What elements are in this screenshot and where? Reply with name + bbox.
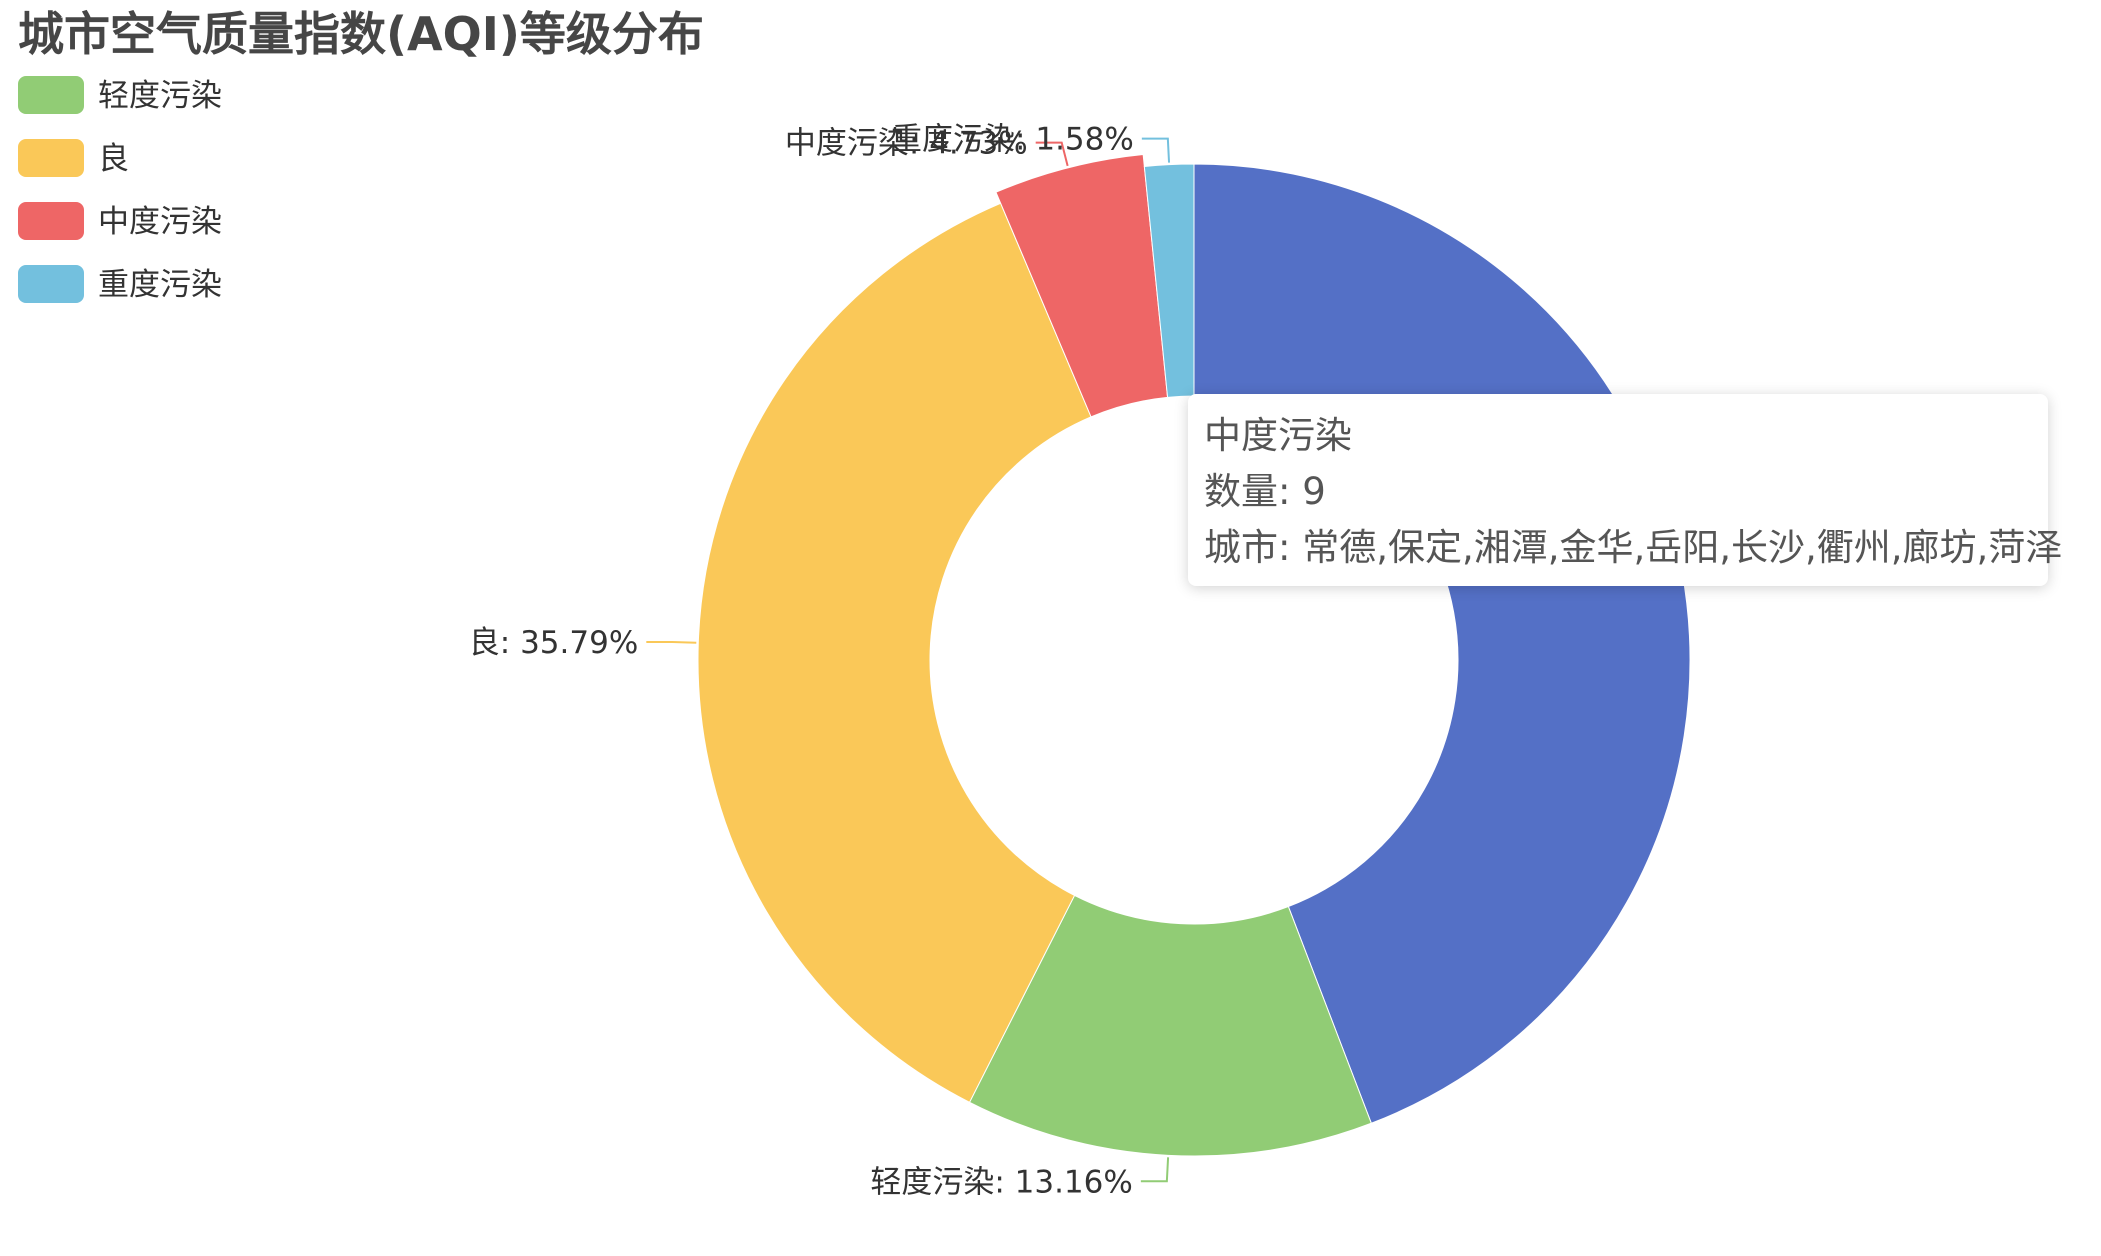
tooltip: 中度污染 数量: 9 城市: 常德,保定,湘潭,金华,岳阳,长沙,衢州,廊坊,菏… — [1188, 394, 2063, 586]
label-line — [646, 640, 697, 644]
donut-slice[interactable] — [995, 154, 1169, 418]
slice-label: 中度污染: 4.73% — [785, 126, 1028, 162]
slice-label: 轻度污染: 13.16% — [870, 1164, 1133, 1200]
legend-swatch[interactable] — [18, 265, 84, 303]
legend-label[interactable]: 中度污染 — [98, 204, 222, 240]
legend-swatch[interactable] — [18, 76, 84, 114]
label-line — [1140, 1157, 1170, 1183]
legend-swatch[interactable] — [18, 139, 84, 177]
tooltip-count: 数量: 9 — [1204, 470, 1326, 513]
legend-swatch[interactable] — [18, 202, 84, 240]
tooltip-title: 中度污染 — [1204, 414, 1352, 457]
donut-slice[interactable] — [968, 894, 1372, 1157]
chart-title: 城市空气质量指数(AQI)等级分布 — [18, 7, 704, 61]
legend-label[interactable]: 良 — [98, 141, 129, 177]
donut-slice[interactable] — [697, 202, 1092, 1103]
legend-label[interactable]: 轻度污染 — [98, 78, 222, 114]
label-line — [1035, 141, 1069, 167]
legend-label[interactable]: 重度污染 — [98, 267, 222, 303]
label-line — [1141, 137, 1171, 163]
slice-labels: 轻度污染: 13.16% 良: 35.79% 中度污染: 4.73%重度污染: 1.… — [469, 122, 1171, 1200]
tooltip-cities: 城市: 常德,保定,湘潭,金华,岳阳,长沙,衢州,廊坊,菏泽 — [1204, 526, 2063, 569]
donut-slices — [697, 154, 1691, 1157]
slice-label: 良: 35.79% — [469, 625, 639, 661]
slice-label: 重度污染: 1.58% — [891, 122, 1134, 158]
